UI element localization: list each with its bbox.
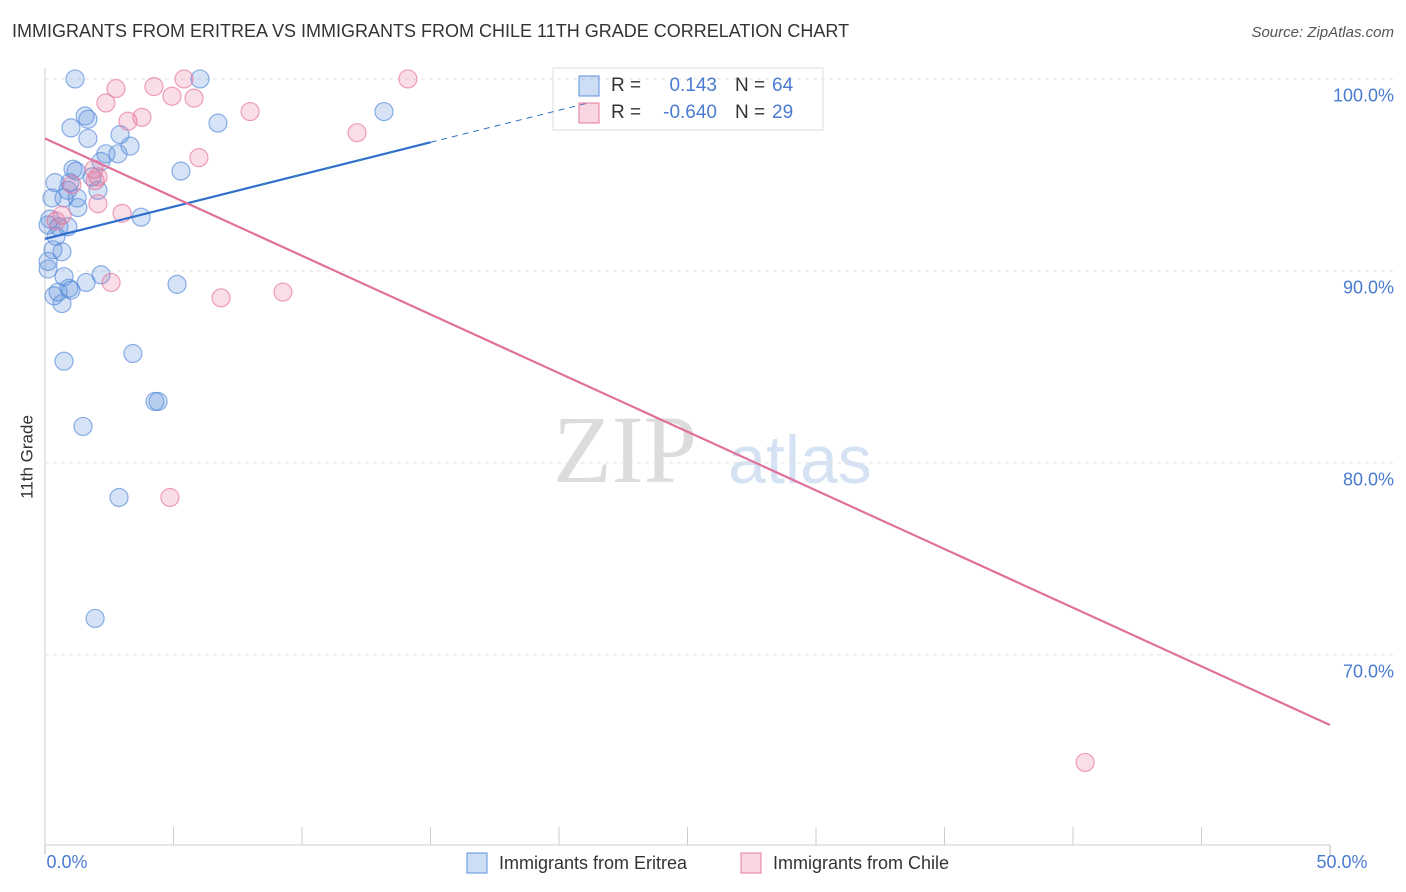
point bbox=[208, 113, 228, 133]
point bbox=[211, 288, 231, 308]
point bbox=[73, 416, 93, 437]
point bbox=[65, 69, 85, 89]
point bbox=[62, 174, 82, 195]
y-tick-label: 100.0% bbox=[1333, 86, 1394, 106]
point bbox=[59, 278, 79, 298]
legend-n-value: 64 bbox=[772, 75, 794, 96]
point bbox=[109, 487, 129, 508]
point bbox=[85, 171, 105, 191]
legend-label: Immigrants from Eritrea bbox=[499, 853, 688, 873]
point bbox=[88, 194, 108, 214]
point bbox=[78, 128, 98, 149]
point bbox=[189, 148, 209, 168]
watermark: ZIP bbox=[553, 396, 697, 503]
y-tick-label: 70.0% bbox=[1343, 662, 1394, 682]
legend-n-label: N = bbox=[735, 75, 765, 96]
x-tick-label: 0.0% bbox=[46, 852, 87, 872]
point bbox=[52, 205, 72, 225]
point bbox=[38, 251, 58, 271]
legend-swatch bbox=[578, 102, 600, 124]
legend-n-label: N = bbox=[735, 102, 765, 123]
point bbox=[273, 282, 293, 302]
point bbox=[44, 286, 64, 306]
point bbox=[38, 259, 58, 279]
point bbox=[347, 123, 367, 143]
watermark: atlas bbox=[728, 422, 872, 498]
y-tick-label: 80.0% bbox=[1343, 470, 1394, 490]
legend-n-value: 29 bbox=[772, 102, 793, 123]
point bbox=[118, 111, 138, 131]
legend-swatch bbox=[578, 75, 600, 97]
point bbox=[171, 161, 191, 181]
point bbox=[46, 211, 66, 231]
legend-box bbox=[552, 67, 824, 131]
point bbox=[160, 487, 180, 508]
x-tick-label: 50.0% bbox=[1316, 852, 1367, 872]
trend-line bbox=[44, 141, 431, 240]
point bbox=[167, 274, 187, 294]
point bbox=[374, 101, 394, 122]
point bbox=[54, 351, 74, 371]
point bbox=[78, 109, 98, 129]
point bbox=[85, 608, 105, 629]
legend-r-value: 0.143 bbox=[669, 75, 717, 96]
point bbox=[91, 265, 111, 285]
point bbox=[123, 343, 143, 364]
point bbox=[76, 272, 96, 293]
legend-swatch bbox=[466, 852, 488, 874]
legend-r-value: -0.640 bbox=[663, 102, 717, 123]
point bbox=[42, 188, 62, 208]
point bbox=[52, 242, 72, 262]
point bbox=[61, 118, 81, 138]
point bbox=[398, 69, 418, 89]
point bbox=[108, 144, 128, 164]
trend-line bbox=[430, 102, 590, 143]
legend-r-label: R = bbox=[611, 102, 641, 123]
point bbox=[148, 391, 168, 412]
point bbox=[96, 93, 116, 113]
point bbox=[240, 101, 260, 122]
y-tick-label: 90.0% bbox=[1343, 278, 1394, 298]
y-axis-label: 11th Grade bbox=[17, 415, 36, 499]
point bbox=[184, 88, 204, 108]
legend-label: Immigrants from Chile bbox=[773, 853, 949, 873]
legend-r-label: R = bbox=[611, 75, 641, 96]
point bbox=[1075, 752, 1095, 773]
point bbox=[162, 86, 182, 106]
point bbox=[75, 106, 95, 126]
source: Source: ZipAtlas.com bbox=[1251, 24, 1394, 41]
point bbox=[174, 69, 194, 89]
point bbox=[106, 78, 126, 99]
point bbox=[144, 77, 164, 97]
point bbox=[101, 272, 121, 293]
chart-title: IMMIGRANTS FROM ERITREA VS IMMIGRANTS FR… bbox=[12, 21, 849, 41]
point bbox=[68, 197, 88, 218]
legend-swatch bbox=[740, 852, 762, 874]
point bbox=[120, 136, 140, 156]
trend-line bbox=[44, 137, 1331, 727]
point bbox=[190, 69, 210, 89]
